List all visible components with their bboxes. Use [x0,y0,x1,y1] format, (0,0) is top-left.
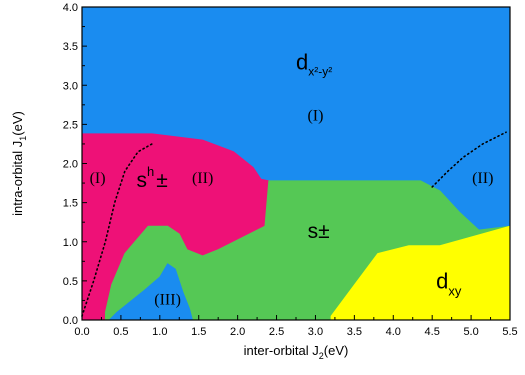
y-tick-label: 0.0 [63,315,78,327]
s-h-pm-label: sh± [136,164,167,192]
x-axis-title: inter-orbital J2(eV) [244,343,349,361]
dotted-boundaries [81,131,507,317]
x-tick-label: 3.5 [347,326,362,338]
y-tick-label: 0.5 [63,276,78,288]
y-axis: 0.0 0.5 1.0 1.5 2.0 2.5 3.0 3.5 4.0 [63,2,87,327]
y-axis-title: intra-orbital J1(eV) [10,111,28,216]
x-tick-label: 1.0 [152,326,167,338]
y-tick-label: 2.0 [63,159,78,171]
in-plot-labels: dx²-y² (I) (I) (II) (II) (III) sh± s± dx… [90,50,494,309]
y-tick-label: 2.5 [63,119,78,131]
x-tick-label: 0.5 [113,326,128,338]
x-tick-label: 2.0 [230,326,245,338]
dx2-y2-label: dx²-y² [296,50,332,79]
y-tick-label: 3.0 [63,80,78,92]
x-tick-label: 2.5 [269,326,284,338]
phase-regions [81,133,511,321]
left-dotted-boundary [81,143,153,317]
region-I-top-label: (I) [307,107,323,124]
y-tick-label: 1.5 [63,198,78,210]
x-tick-label: 3.0 [308,326,323,338]
x-tick-label: 4.0 [386,326,401,338]
y-tick-label: 3.5 [63,41,78,53]
y-tick-label: 4.0 [63,2,78,14]
region-II-right-label: (II) [472,170,493,187]
y-tick-label: 1.0 [63,237,78,249]
region-III-label: (III) [154,291,181,308]
x-tick-label: 5.0 [463,326,478,338]
plot-area [81,6,511,321]
dxy-label: dxy [436,269,462,299]
x-axis: 0.0 0.5 1.0 1.5 2.0 2.5 3.0 3.5 4.0 4.5 5.0 5.5 [74,315,518,338]
region-II-left-label: (II) [192,170,213,187]
right-dotted-boundary [431,131,507,188]
x-tick-label: 0.0 [74,326,89,338]
x-tick-label: 5.5 [502,326,517,338]
s-pm-label: s± [308,220,330,243]
blue-lower-region [108,263,193,321]
x-tick-label: 1.5 [191,326,206,338]
region-I-left-label: (I) [90,170,106,187]
x-tick-label: 4.5 [425,326,440,338]
